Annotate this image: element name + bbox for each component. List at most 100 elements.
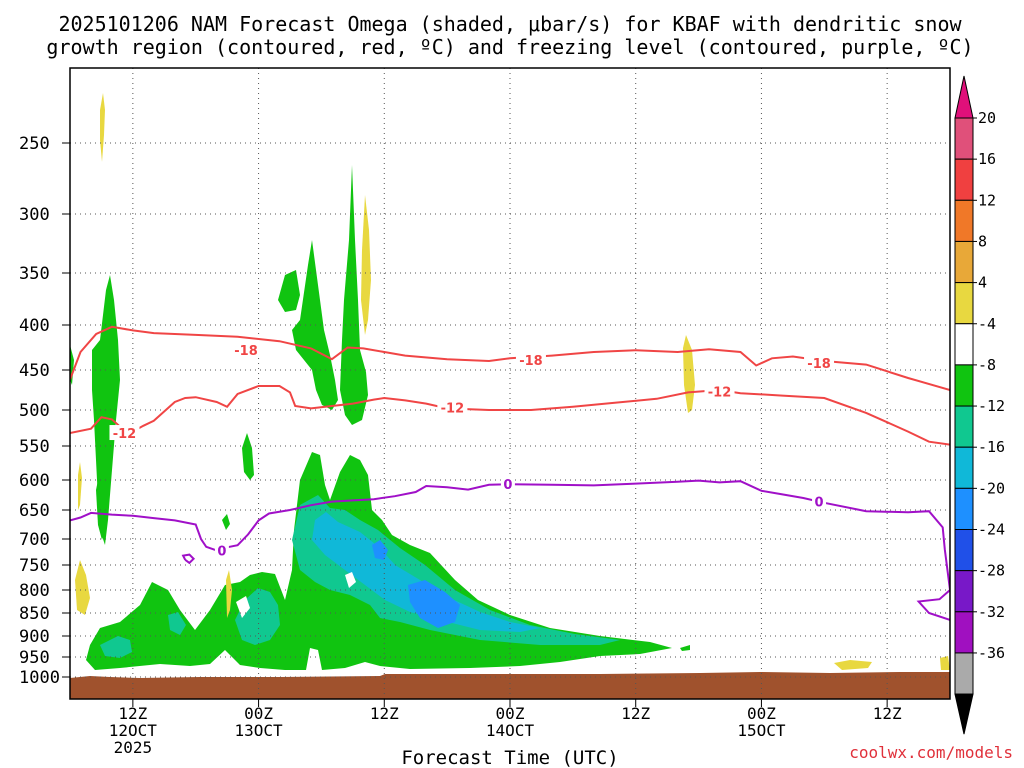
y-tick-label: 250 — [19, 134, 50, 154]
omega-region — [242, 433, 254, 480]
omega-region — [222, 514, 230, 530]
x-tick-label: 13OCT — [234, 721, 283, 740]
omega-region — [278, 270, 300, 312]
colorbar-label: 12 — [978, 191, 996, 209]
omega-region — [680, 645, 690, 651]
colorbar-label: 20 — [978, 109, 996, 127]
contour-freezing-level-0 — [70, 479, 950, 621]
colorbar-segment — [954, 446, 974, 489]
colorbar-label: -24 — [978, 521, 1005, 539]
y-axis: 250 300 350 400 450 500 550 600 650 700 750 800 850 9… — [19, 134, 70, 688]
contour-label: -18 — [807, 357, 831, 372]
y-tick-label: 900 — [19, 627, 50, 647]
contour-label: 0 — [217, 544, 226, 559]
omega-region — [226, 570, 232, 618]
x-tick-label: 12Z — [118, 704, 147, 723]
chart-title-line1: 2025101206 NAM Forecast Omega (shaded, μ… — [58, 12, 962, 36]
omega-region — [340, 165, 368, 425]
y-tick-label: 800 — [19, 581, 50, 601]
colorbar-segment — [954, 529, 974, 572]
x-tick-label: 12Z — [873, 704, 902, 723]
colorbar: 20 16 12 8 4 -4 -8 -12 -16 -20 -24 -28 -32 -36 — [954, 75, 1005, 735]
omega-region — [312, 512, 540, 632]
contour-label: 0 — [815, 496, 824, 511]
colorbar-segment — [954, 570, 974, 613]
contour-label-bg — [812, 493, 827, 509]
x-tick-label: 12Z — [370, 704, 399, 723]
credit-text: coolwx.com/models — [849, 743, 1013, 762]
contour-label-bg — [704, 383, 735, 399]
colorbar-segment — [954, 487, 974, 531]
colorbar-segment — [954, 117, 974, 160]
x-tick-label: 00Z — [496, 704, 525, 723]
y-tick-label: 450 — [19, 361, 50, 381]
omega-region — [361, 195, 371, 335]
y-tick-label: 1000 — [19, 668, 60, 688]
colorbar-segment — [954, 364, 974, 407]
omega-region — [75, 560, 90, 615]
colorbar-label: 8 — [978, 232, 987, 250]
grid-lines — [70, 68, 950, 699]
chart-title-line2: growth region (contoured, red, ºC) and f… — [46, 35, 973, 59]
contour-label: -18 — [519, 354, 543, 369]
y-tick-label: 750 — [19, 556, 50, 576]
omega-region — [345, 572, 356, 588]
colorbar-segment — [954, 282, 974, 325]
y-tick-label: 600 — [19, 471, 50, 491]
contour-label-bg — [804, 354, 835, 370]
colorbar-label: 16 — [978, 150, 996, 168]
contour-label-bg — [109, 425, 140, 441]
colorbar-segment — [954, 158, 974, 201]
y-tick-label: 850 — [19, 604, 50, 624]
contour-label-bg — [500, 476, 515, 492]
contour-label: -12 — [113, 427, 137, 442]
colorbar-label: -12 — [978, 397, 1005, 415]
x-tick-label: 12Z — [621, 704, 650, 723]
omega-region — [940, 656, 950, 670]
contour-label-bg — [515, 352, 546, 368]
y-tick-label: 400 — [19, 316, 50, 336]
contour-label-bg — [437, 399, 468, 415]
omega-region — [292, 495, 620, 645]
contour-label-bg — [214, 542, 229, 558]
contour-label-bg — [231, 342, 261, 358]
colorbar-segment — [954, 240, 974, 284]
contour-dendritic-minus18 — [70, 325, 950, 391]
colorbar-segment — [954, 652, 974, 695]
x-tick-label: 12OCT — [109, 721, 158, 740]
omega-region — [100, 93, 105, 162]
colorbar-label: 4 — [978, 274, 987, 292]
colorbar-segment — [954, 199, 974, 242]
plot-area: -18 -18 -18 -12 -12 -12 0 0 0 — [70, 68, 950, 699]
contour-label: -12 — [441, 402, 465, 417]
contour-label: -12 — [708, 386, 732, 401]
omega-region — [372, 540, 388, 560]
y-tick-label: 700 — [19, 530, 50, 550]
y-tick-label: 650 — [19, 501, 50, 521]
colorbar-segment — [954, 405, 974, 448]
x-tick-label: 14OCT — [486, 721, 535, 740]
colorbar-label: -36 — [978, 644, 1005, 662]
omega-region — [78, 462, 82, 510]
omega-region — [168, 612, 186, 635]
x-tick-label: 00Z — [244, 704, 273, 723]
y-tick-label: 350 — [19, 264, 50, 284]
y-tick-label: 300 — [19, 205, 50, 225]
x-tick-label: 2025 — [114, 738, 153, 757]
omega-region — [96, 470, 106, 540]
temperature-contours: -18 -18 -18 -12 -12 -12 0 0 0 — [70, 325, 950, 621]
colorbar-bottom-arrow — [954, 693, 974, 735]
x-axis-label: Forecast Time (UTC) — [401, 747, 618, 768]
colorbar-top-arrow — [954, 75, 974, 119]
colorbar-segment — [954, 323, 974, 366]
colorbar-segment — [954, 611, 974, 654]
omega-region — [236, 596, 250, 618]
contour-label: -18 — [234, 344, 258, 359]
y-tick-label: 950 — [19, 648, 50, 668]
colorbar-label: -8 — [978, 356, 996, 374]
y-tick-label: 550 — [19, 437, 50, 457]
contour-freezing-level-0-small — [181, 553, 196, 565]
colorbar-label: -4 — [978, 315, 996, 333]
omega-region — [408, 580, 460, 628]
